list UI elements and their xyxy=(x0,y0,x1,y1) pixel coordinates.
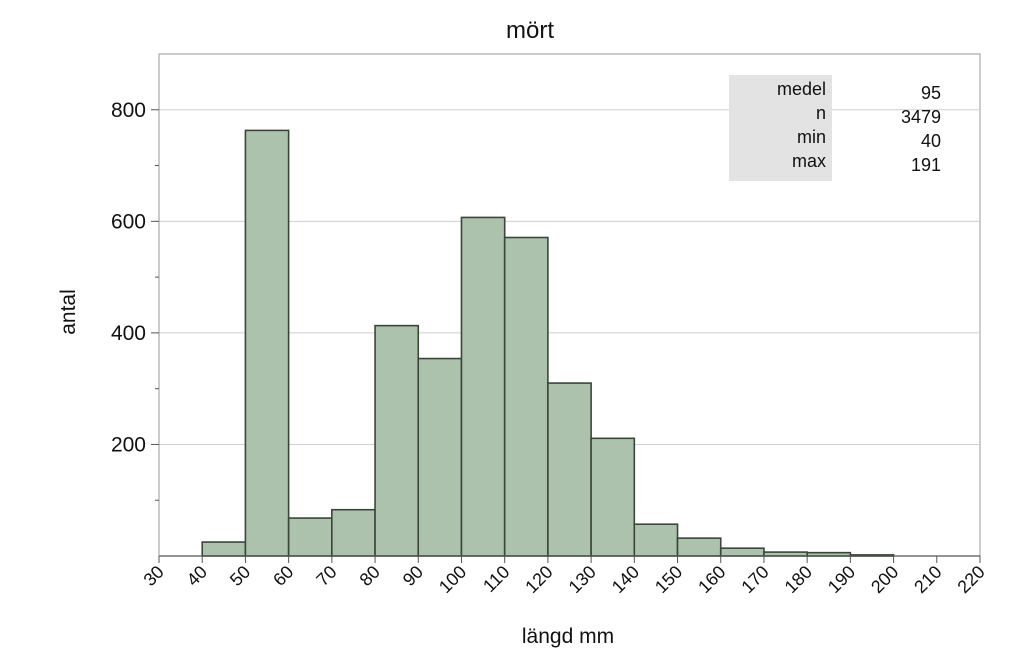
x-tick-label: 210 xyxy=(910,562,945,597)
x-tick-label: 220 xyxy=(953,562,988,597)
y-axis: 200 400 600 800 xyxy=(111,54,160,556)
x-tick-label: 120 xyxy=(521,562,556,597)
x-tick-label: 170 xyxy=(737,562,772,597)
x-tick-label: 80 xyxy=(356,562,384,590)
stats-value-medel: 95 xyxy=(921,83,941,103)
x-axis-label: längd mm xyxy=(522,625,614,648)
stats-box: medel 95 n 3479 min 40 max 191 xyxy=(729,75,941,181)
stats-value-max: 191 xyxy=(911,155,941,175)
histogram-bar xyxy=(503,236,549,557)
x-axis: 30 40 50 60 70 80 90 100 110 120 130 140 150 160 170 18… xyxy=(140,555,989,597)
histogram-bar xyxy=(633,523,679,557)
histogram-bar xyxy=(460,216,506,557)
x-tick-label: 60 xyxy=(269,562,297,590)
stats-label-min: min xyxy=(797,127,826,147)
x-tick-label: 110 xyxy=(479,562,513,596)
y-tick-label: 800 xyxy=(111,99,146,122)
histogram-bar xyxy=(417,357,463,557)
histogram-bar xyxy=(719,547,765,557)
histogram-bar xyxy=(590,437,636,557)
x-tick-label: 160 xyxy=(694,562,729,597)
stats-label-medel: medel xyxy=(777,79,826,99)
histogram-bar xyxy=(287,517,333,557)
chart-title: mört xyxy=(506,17,554,44)
x-tick-label: 30 xyxy=(140,562,168,590)
histogram-bar xyxy=(374,324,420,557)
stats-box-background xyxy=(729,75,832,181)
y-tick-label: 200 xyxy=(111,433,146,456)
x-tick-label: 90 xyxy=(399,562,427,590)
stats-value-n: 3479 xyxy=(901,107,941,127)
x-tick-label: 50 xyxy=(226,562,254,590)
y-tick-label: 600 xyxy=(111,210,146,233)
stats-label-n: n xyxy=(816,103,826,123)
histogram-bar xyxy=(201,541,247,557)
x-tick-label: 150 xyxy=(651,562,686,597)
histogram-bar xyxy=(331,508,376,557)
x-tick-label: 190 xyxy=(824,562,859,597)
stats-label-max: max xyxy=(792,151,826,171)
x-tick-label: 200 xyxy=(867,562,902,597)
x-tick-label: 180 xyxy=(781,562,816,597)
histogram-bar xyxy=(676,537,722,557)
stats-value-min: 40 xyxy=(921,131,941,151)
x-tick-label: 40 xyxy=(183,562,211,590)
histogram-bars xyxy=(201,129,895,557)
x-tick-label: 70 xyxy=(312,562,340,590)
histogram-bar xyxy=(547,382,592,557)
y-axis-label: antal xyxy=(57,289,80,335)
x-tick-label: 140 xyxy=(608,562,643,597)
y-tick-label: 400 xyxy=(111,322,146,345)
x-tick-label: 100 xyxy=(435,562,470,597)
x-tick-label: 130 xyxy=(565,562,600,597)
histogram-bar xyxy=(244,129,290,557)
